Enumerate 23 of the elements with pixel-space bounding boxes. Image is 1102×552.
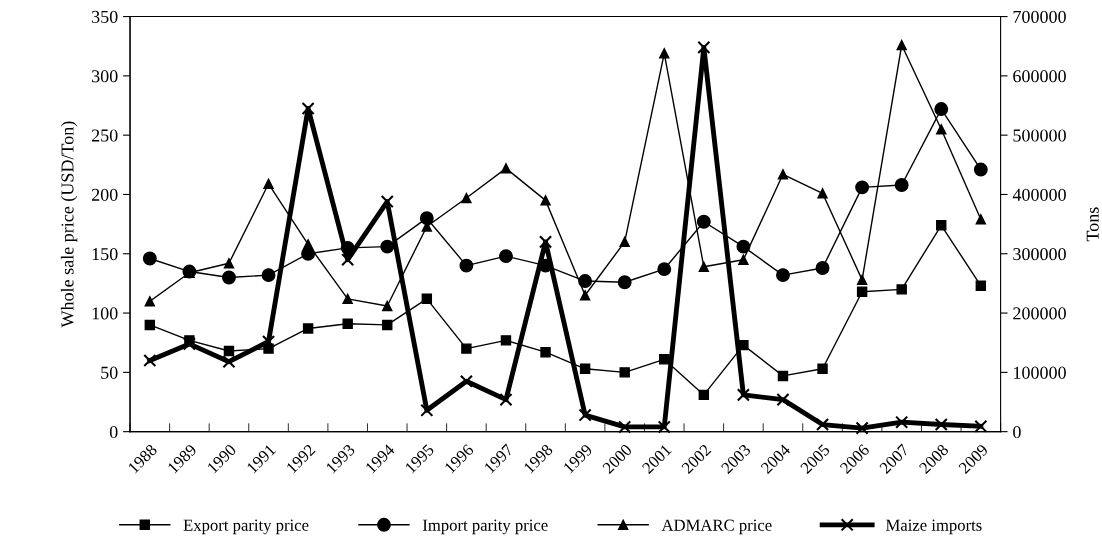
y2-tick-label: 600000 [1013,70,1066,83]
y2-tick-label: 400000 [1012,188,1066,201]
x-tick-label: 1989 [167,443,198,474]
legend-label: ADMARC price [661,519,772,535]
legend-label: Import parity price [422,519,548,535]
y-tick-label: 300 [92,70,118,83]
y2-tick-label: 200000 [1013,307,1066,320]
y2-tick-label: 0 [1013,425,1021,439]
y2-tick-label: 500000 [1013,129,1066,142]
y-axis-title: Whole sale price (USD/Ton) [60,121,78,328]
y-tick-label: 250 [91,129,118,142]
y2-tick-label: 100000 [1014,366,1066,379]
y2-axis-title: Tons [1086,207,1099,242]
y2-tick-label: 300000 [1013,248,1066,261]
y-tick-label: 0 [109,425,118,439]
y-tick-label: 350 [92,10,118,23]
y-tick-label: 200 [91,188,118,201]
y-tick-label: 100 [92,307,118,320]
y-tick-label: 50 [101,366,118,379]
y-tick-label: 150 [92,248,118,261]
y2-tick-label: 700000 [1013,10,1066,23]
legend-label: Maize imports [885,519,982,535]
legend-label: Export parity price [183,519,309,535]
